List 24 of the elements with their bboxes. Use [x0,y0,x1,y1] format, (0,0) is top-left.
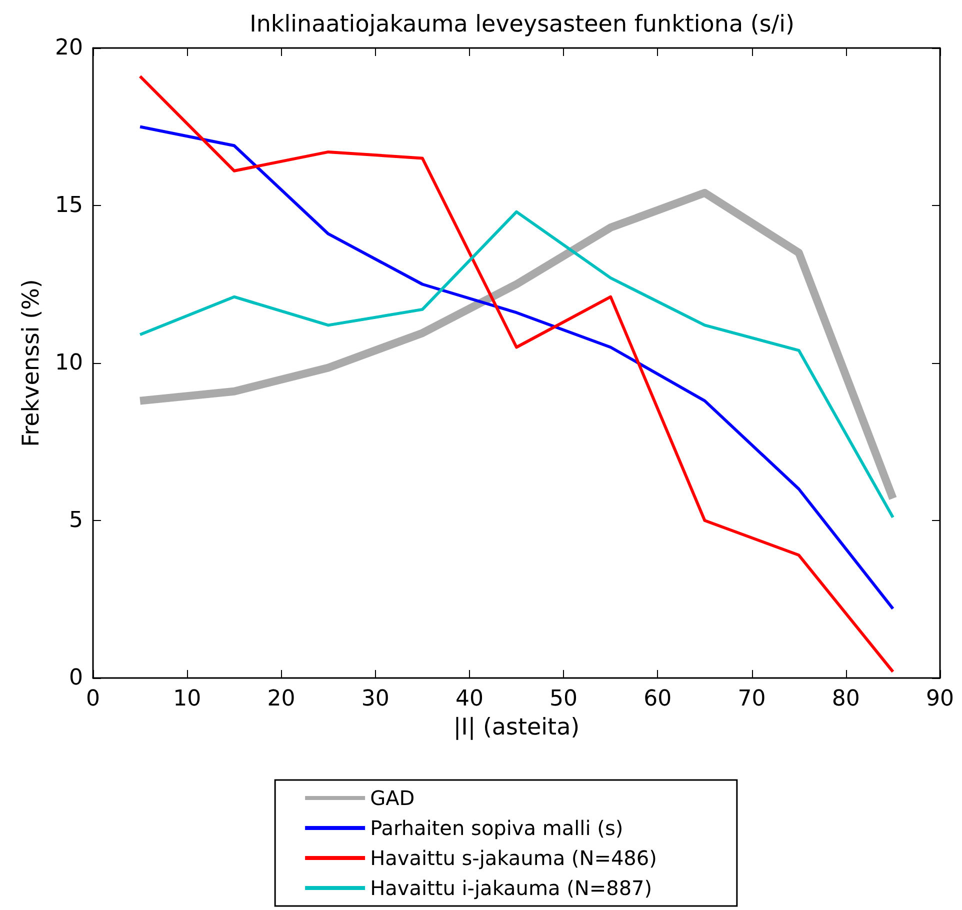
y-tick-label: 20 [55,36,83,60]
x-tick-label: 90 [926,686,954,712]
y-axis-title: Frekvenssi (%) [18,279,44,447]
x-tick-label: 50 [550,686,578,712]
y-tick-label: 5 [69,508,83,533]
legend-label: Havaittu i-jakauma (N=887) [370,876,652,900]
y-tick-label: 10 [55,350,83,376]
legend-label: Havaittu s-jakauma (N=486) [370,846,657,870]
chart-title: Inklinaatiojakauma leveysasteen funktiona (s/i) [250,12,794,38]
x-tick-label: 70 [738,686,766,712]
x-tick-label: 60 [644,686,672,712]
x-tick-label: 30 [361,686,390,712]
y-tick-label: 0 [69,666,83,690]
legend-label: GAD [370,786,415,810]
x-axis-title: |I| (asteita) [453,714,580,740]
x-tick-label: 0 [86,686,100,712]
x-tick-label: 10 [173,686,202,712]
line-series [138,125,894,610]
x-tick-label: 80 [832,686,860,712]
legend-label: Parhaiten sopiva malli (s) [370,816,624,840]
x-tick-label: 20 [267,686,296,712]
y-tick-label: 15 [55,193,83,218]
line-series [138,74,894,674]
x-tick-label: 40 [455,686,484,712]
